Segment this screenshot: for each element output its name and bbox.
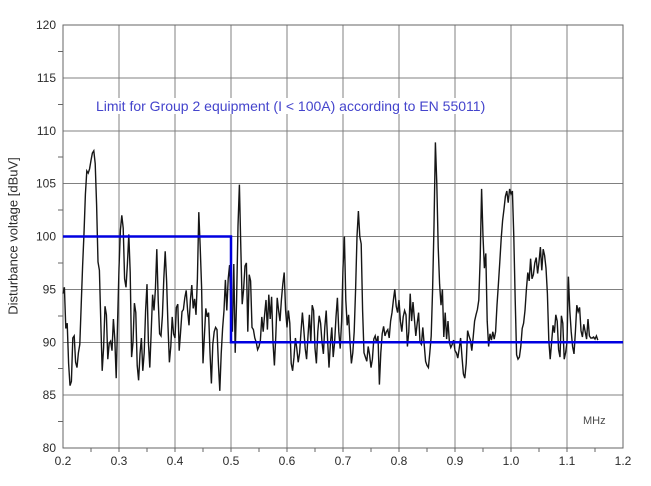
x-tick-label: 1.0	[503, 454, 520, 468]
x-tick-label: 0.4	[167, 454, 184, 468]
x-unit-label: MHz	[583, 415, 606, 427]
y-tick-label: 115	[37, 71, 56, 85]
limit-annotation-text: Limit for Group 2 equipment (I < 100A) a…	[94, 98, 488, 114]
y-tick-label: 105	[36, 177, 56, 191]
y-tick-label: 110	[37, 124, 56, 138]
y-tick-label: 80	[43, 441, 57, 455]
y-tick-label: 90	[43, 335, 57, 349]
y-tick-label: 100	[36, 230, 56, 244]
measured-trace	[62, 142, 599, 391]
x-tick-label: 0.2	[55, 454, 72, 468]
limit-line	[63, 235, 623, 344]
x-tick-label: 1.2	[615, 454, 632, 468]
x-tick-label: 0.7	[335, 454, 352, 468]
y-tick-label: 85	[43, 388, 57, 402]
x-tick-label: 0.5	[223, 454, 240, 468]
y-tick-label: 120	[36, 18, 56, 32]
x-tick-label: 0.6	[279, 454, 296, 468]
x-tick-label: 0.3	[111, 454, 128, 468]
y-tick-label: 95	[43, 282, 57, 296]
x-tick-label: 1.1	[559, 454, 576, 468]
x-tick-label: 0.8	[391, 454, 408, 468]
y-axis-title: Disturbance voltage [dBuV]	[5, 157, 21, 315]
x-tick-label: 0.9	[447, 454, 464, 468]
